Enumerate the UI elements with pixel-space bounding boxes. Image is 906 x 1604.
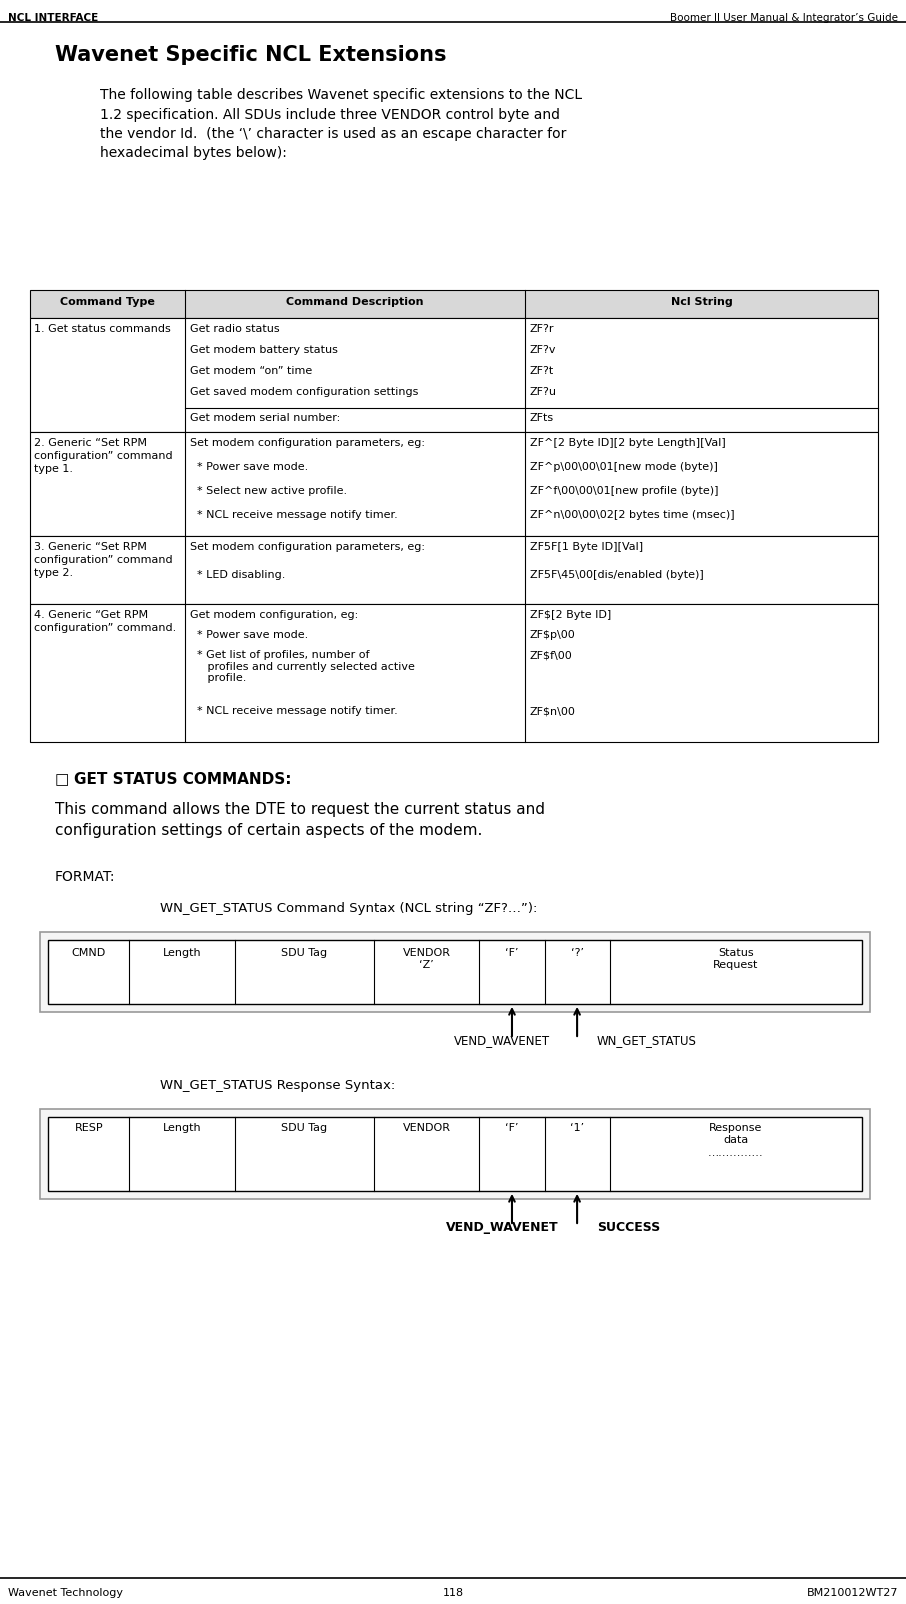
Text: 118: 118 (442, 1588, 464, 1598)
Text: Get modem “on” time: Get modem “on” time (190, 366, 313, 375)
Text: ZF?t: ZF?t (530, 366, 554, 375)
Bar (30, 605, 878, 743)
Text: VEND_WAVENET: VEND_WAVENET (446, 1221, 558, 1233)
Text: ZF5F\45\00[dis/enabled (byte)]: ZF5F\45\00[dis/enabled (byte)] (530, 569, 704, 581)
Text: VENDOR: VENDOR (402, 1123, 450, 1132)
Text: * Get list of profiles, number of
     profiles and currently selected active
  : * Get list of profiles, number of profil… (190, 650, 415, 683)
Text: ZF?v: ZF?v (530, 345, 556, 354)
Text: * NCL receive message notify timer.: * NCL receive message notify timer. (190, 706, 398, 715)
Text: * LED disabling.: * LED disabling. (190, 569, 285, 581)
Bar (40, 1108, 870, 1200)
Text: Length: Length (163, 1123, 202, 1132)
Text: Get modem battery status: Get modem battery status (190, 345, 338, 354)
Text: Response
data
……………: Response data …………… (708, 1123, 764, 1158)
Text: WN_GET_STATUS Response Syntax:: WN_GET_STATUS Response Syntax: (160, 1079, 395, 1092)
Text: SDU Tag: SDU Tag (282, 948, 327, 958)
Text: Get radio status: Get radio status (190, 324, 280, 334)
Text: Set modem configuration parameters, eg:: Set modem configuration parameters, eg: (190, 542, 425, 552)
Text: WN_GET_STATUS Command Syntax (NCL string “ZF?…”):: WN_GET_STATUS Command Syntax (NCL string… (160, 901, 537, 914)
Text: ZF5F[1 Byte ID][Val]: ZF5F[1 Byte ID][Val] (530, 542, 643, 552)
Bar (40, 932, 870, 1012)
Text: SUCCESS: SUCCESS (597, 1221, 660, 1233)
Text: * Power save mode.: * Power save mode. (190, 462, 308, 472)
Text: RESP: RESP (74, 1123, 103, 1132)
Text: ZF$[2 Byte ID]: ZF$[2 Byte ID] (530, 610, 612, 621)
Bar (30, 536, 878, 605)
Bar (30, 431, 878, 536)
Text: NCL INTERFACE: NCL INTERFACE (8, 13, 98, 22)
Text: ‘F’: ‘F’ (506, 948, 519, 958)
Text: VENDOR
‘Z’: VENDOR ‘Z’ (402, 948, 450, 970)
Text: * Select new active profile.: * Select new active profile. (190, 486, 347, 496)
Text: Command Description: Command Description (286, 297, 424, 306)
Text: ‘F’: ‘F’ (506, 1123, 519, 1132)
Text: ZF$p\00: ZF$p\00 (530, 630, 575, 640)
Text: ZF?r: ZF?r (530, 324, 554, 334)
Text: FORMAT:: FORMAT: (55, 869, 115, 884)
Text: CMND: CMND (72, 948, 106, 958)
Bar (30, 290, 878, 318)
Text: Wavenet Technology: Wavenet Technology (8, 1588, 123, 1598)
Text: ZF^n\00\00\02[2 bytes time (msec)]: ZF^n\00\00\02[2 bytes time (msec)] (530, 510, 735, 520)
Text: BM210012WT27: BM210012WT27 (806, 1588, 898, 1598)
Text: Get saved modem configuration settings: Get saved modem configuration settings (190, 387, 419, 398)
Bar (48, 940, 862, 1004)
Text: Set modem configuration parameters, eg:: Set modem configuration parameters, eg: (190, 438, 425, 448)
Bar (30, 318, 878, 431)
Text: 3. Generic “Set RPM
configuration” command
type 2.: 3. Generic “Set RPM configuration” comma… (34, 542, 173, 579)
Text: Get modem configuration, eg:: Get modem configuration, eg: (190, 610, 358, 621)
Text: ZF^[2 Byte ID][2 byte Length][Val]: ZF^[2 Byte ID][2 byte Length][Val] (530, 438, 726, 448)
Text: 2. Generic “Set RPM
configuration” command
type 1.: 2. Generic “Set RPM configuration” comma… (34, 438, 173, 475)
Text: ‘?’: ‘?’ (571, 948, 583, 958)
Text: □: □ (55, 772, 70, 788)
Text: ZF?u: ZF?u (530, 387, 557, 398)
Text: * Power save mode.: * Power save mode. (190, 630, 308, 640)
Text: Command Type: Command Type (60, 297, 155, 306)
Text: Ncl String: Ncl String (670, 297, 732, 306)
Text: ZF^p\00\00\01[new mode (byte)]: ZF^p\00\00\01[new mode (byte)] (530, 462, 718, 472)
Text: ZFts: ZFts (530, 412, 554, 423)
Text: Get modem serial number:: Get modem serial number: (190, 412, 341, 423)
Text: This command allows the DTE to request the current status and
configuration sett: This command allows the DTE to request t… (55, 802, 545, 837)
Text: Status
Request: Status Request (713, 948, 758, 970)
Text: Wavenet Specific NCL Extensions: Wavenet Specific NCL Extensions (55, 45, 447, 66)
Text: The following table describes Wavenet specific extensions to the NCL
1.2 specifi: The following table describes Wavenet sp… (100, 88, 583, 160)
Text: ZF^f\00\00\01[new profile (byte)]: ZF^f\00\00\01[new profile (byte)] (530, 486, 718, 496)
Text: WN_GET_STATUS: WN_GET_STATUS (597, 1035, 697, 1047)
Text: 1. Get status commands: 1. Get status commands (34, 324, 170, 334)
Text: ZF$n\00: ZF$n\00 (530, 706, 576, 715)
Text: * NCL receive message notify timer.: * NCL receive message notify timer. (190, 510, 398, 520)
Text: GET STATUS COMMANDS:: GET STATUS COMMANDS: (74, 772, 292, 788)
Text: ‘1’: ‘1’ (570, 1123, 584, 1132)
Text: 4. Generic “Get RPM
configuration” command.: 4. Generic “Get RPM configuration” comma… (34, 610, 177, 634)
Text: Length: Length (163, 948, 202, 958)
Text: VEND_WAVENET: VEND_WAVENET (454, 1035, 550, 1047)
Bar (48, 1116, 862, 1192)
Text: Boomer II User Manual & Integrator’s Guide: Boomer II User Manual & Integrator’s Gui… (670, 13, 898, 22)
Text: ZF$f\00: ZF$f\00 (530, 650, 573, 659)
Text: SDU Tag: SDU Tag (282, 1123, 327, 1132)
